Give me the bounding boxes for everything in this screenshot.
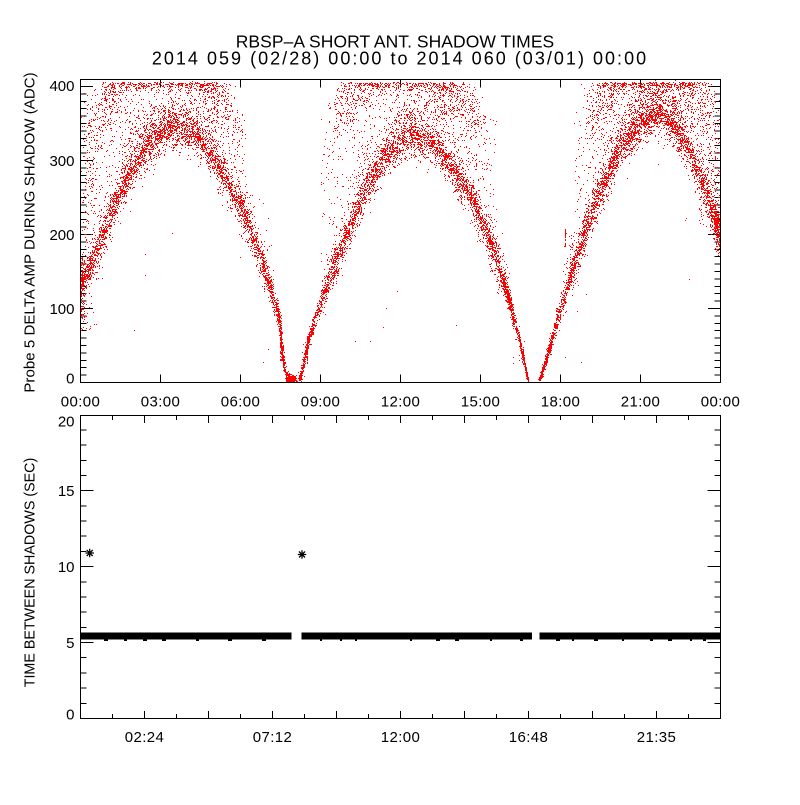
svg-text:00:00: 00:00 xyxy=(701,394,741,411)
svg-text:300: 300 xyxy=(49,153,74,170)
svg-text:2014 059 (02/28) 00:00 to 2014: 2014 059 (02/28) 00:00 to 2014 060 (03/0… xyxy=(152,49,648,69)
svg-text:07:12: 07:12 xyxy=(253,729,293,746)
svg-text:15: 15 xyxy=(58,483,75,500)
svg-text:12:00: 12:00 xyxy=(381,394,421,411)
svg-text:09:00: 09:00 xyxy=(301,394,341,411)
svg-text:RBSP–A SHORT ANT. SHADOW TIMES: RBSP–A SHORT ANT. SHADOW TIMES xyxy=(236,32,555,52)
svg-text:10: 10 xyxy=(58,559,75,576)
svg-text:0: 0 xyxy=(66,706,74,723)
svg-text:20: 20 xyxy=(58,413,75,430)
svg-text:16:48: 16:48 xyxy=(509,729,549,746)
svg-text:12:00: 12:00 xyxy=(381,729,421,746)
svg-text:0: 0 xyxy=(66,370,74,387)
svg-text:21:35: 21:35 xyxy=(637,729,677,746)
svg-text:400: 400 xyxy=(49,78,74,95)
svg-text:TIME BETWEEN SHADOWS (SEC): TIME BETWEEN SHADOWS (SEC) xyxy=(23,458,39,688)
svg-text:18:00: 18:00 xyxy=(541,394,581,411)
svg-text:03:00: 03:00 xyxy=(141,394,181,411)
svg-text:200: 200 xyxy=(49,227,74,244)
svg-text:02:24: 02:24 xyxy=(125,729,165,746)
svg-text:100: 100 xyxy=(49,301,74,318)
svg-text:15:00: 15:00 xyxy=(461,394,501,411)
svg-text:06:00: 06:00 xyxy=(221,394,261,411)
svg-text:00:00: 00:00 xyxy=(61,394,101,411)
svg-text:5: 5 xyxy=(66,635,74,652)
svg-text:21:00: 21:00 xyxy=(621,394,661,411)
svg-text:Probe 5 DELTA AMP DURING SHADO: Probe 5 DELTA AMP DURING SHADOW (ADC) xyxy=(22,72,39,392)
